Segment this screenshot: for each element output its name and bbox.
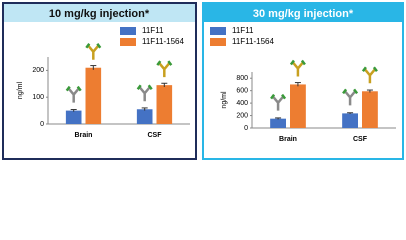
x-tick-label: CSF <box>353 136 368 143</box>
antibody-icon <box>363 68 376 84</box>
y-axis-label: ng/ml <box>221 91 228 109</box>
antibody-icon <box>136 84 153 91</box>
bar <box>342 113 358 128</box>
antibody-icon <box>67 87 80 103</box>
antibody-icon <box>87 44 100 60</box>
y-tick-label: 0 <box>244 125 248 132</box>
legend-swatch <box>120 27 136 35</box>
y-tick-label: 100 <box>32 94 44 101</box>
bar <box>136 109 153 124</box>
y-tick-label: 200 <box>32 67 44 74</box>
y-tick-label: 400 <box>236 100 248 107</box>
antibody-icon <box>65 85 82 92</box>
bar <box>85 67 102 124</box>
legend-label: 11F11-1564 <box>232 37 275 46</box>
legend-swatch <box>210 27 226 35</box>
legend-label: 11F11-1564 <box>142 37 185 46</box>
antibody-icon <box>156 60 173 66</box>
antibody-icon <box>361 66 378 73</box>
antibody-icon <box>291 61 304 77</box>
x-tick-label: Brain <box>279 136 297 143</box>
antibody-icon <box>342 88 359 95</box>
antibody-icon <box>138 86 151 102</box>
panel-header <box>204 4 402 22</box>
panel-header <box>4 4 195 22</box>
y-axis-label: ng/ml <box>17 82 24 100</box>
antibody-icon <box>158 62 171 78</box>
bar <box>362 91 378 128</box>
bar <box>65 110 82 124</box>
legend-label: 11F11 <box>142 26 164 35</box>
legend-swatch <box>120 38 136 46</box>
y-tick-label: 600 <box>236 88 248 95</box>
antibody-icon <box>272 95 285 111</box>
antibody-icon <box>344 90 357 106</box>
x-tick-label: Brain <box>75 132 93 139</box>
x-tick-label: CSF <box>148 132 163 139</box>
bar <box>290 84 306 128</box>
antibody-icon <box>289 59 306 66</box>
y-tick-label: 200 <box>236 112 248 119</box>
bar <box>270 118 286 128</box>
chart-title: 30 mg/kg injection* <box>253 8 354 20</box>
antibody-icon <box>270 93 287 100</box>
bar <box>156 85 173 124</box>
y-tick-label: 800 <box>236 75 248 82</box>
antibody-icon <box>85 42 102 49</box>
legend-swatch <box>210 38 226 46</box>
legend-label: 11F11 <box>232 26 254 35</box>
y-tick-label: 0 <box>40 121 44 128</box>
figure: 10 mg/kg injection* 30 mg/kg injection* … <box>2 2 404 160</box>
chart-title: 10 mg/kg injection* <box>49 8 150 20</box>
